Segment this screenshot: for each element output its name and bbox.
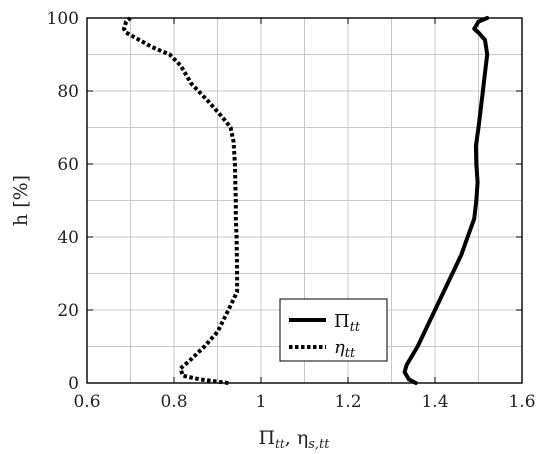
legend-label-pi-main: Π [334, 311, 350, 332]
legend-label-pi: Πtt [334, 311, 361, 335]
legend-label-eta-main: η [334, 337, 345, 358]
x-axis-title-sub2: s,tt [308, 437, 330, 452]
x-axis-title-pi: Π [259, 427, 276, 449]
y-tick-label: 80 [57, 82, 79, 102]
legend-label-eta: ηtt [334, 337, 356, 361]
x-tick-label: 1 [256, 392, 267, 412]
y-axis-title: h [%] [10, 175, 32, 226]
y-tick-label: 40 [57, 228, 79, 248]
x-tick-label: 0.8 [160, 392, 187, 412]
series-line-pi-tt [402, 16, 490, 385]
x-axis-title: Πtt, ηs,tt [259, 427, 331, 452]
plot-frame [86, 17, 523, 384]
x-axis-title-sep: , η [285, 427, 308, 449]
y-tick-label: 0 [68, 374, 79, 394]
legend: Πtt ηtt [279, 298, 388, 362]
legend-label-eta-sub: tt [345, 346, 356, 361]
y-tick-label: 60 [57, 155, 79, 175]
x-tick-label: 0.6 [73, 392, 100, 412]
x-tick-label: 1.6 [508, 392, 535, 412]
x-axis-title-sub1: tt [275, 437, 285, 451]
ticks: 0.6 0.8 1 1.2 1.4 1.6 0 20 40 60 80 100 [47, 9, 536, 412]
series-layer [122, 16, 490, 385]
legend-label-pi-sub: tt [350, 320, 361, 335]
x-tick-label: 1.2 [334, 392, 361, 412]
y-tick-label: 20 [57, 301, 79, 321]
x-tick-label: 1.4 [421, 392, 448, 412]
y-tick-label: 100 [47, 9, 79, 29]
legend-box [279, 298, 388, 362]
